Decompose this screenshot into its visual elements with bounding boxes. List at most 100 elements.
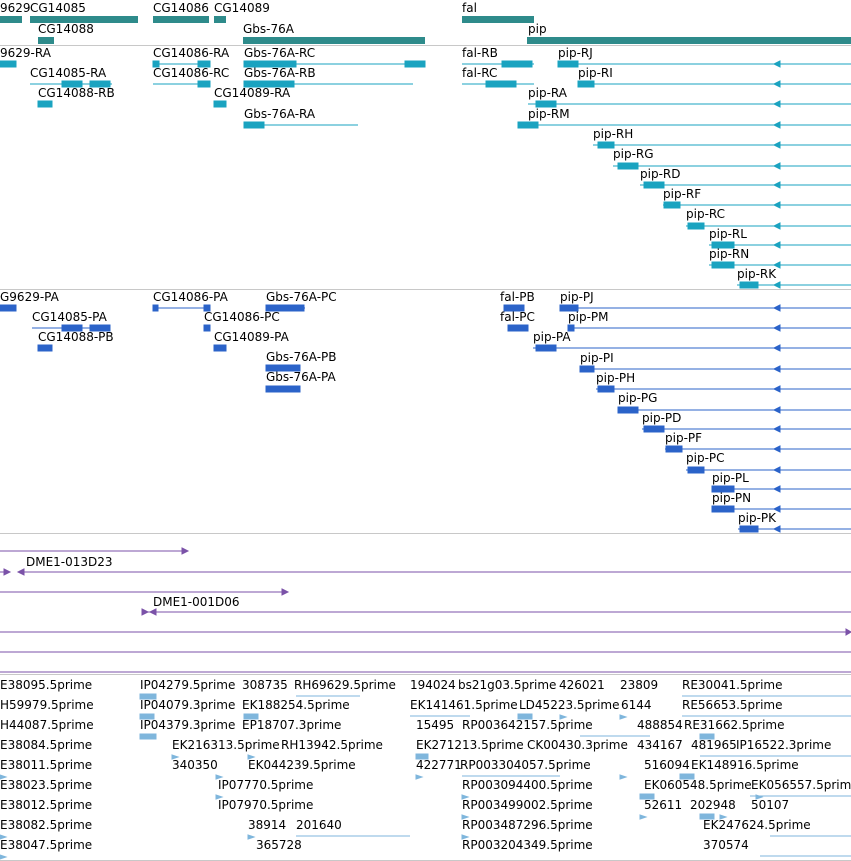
gene-bar[interactable]	[462, 16, 534, 23]
est-label[interactable]: 365728	[256, 838, 302, 852]
est-label[interactable]: RP003094400.5prime	[462, 778, 593, 792]
transcript-label[interactable]: pip-RF	[663, 187, 702, 201]
est-label[interactable]: RP003204349.5prime	[462, 838, 593, 852]
protein-label[interactable]: pip-PM	[568, 310, 609, 324]
est-label[interactable]: LD45223.5prime	[519, 698, 620, 712]
transcript-label[interactable]: CG14086-RA	[153, 46, 230, 60]
protein-label[interactable]: pip-PG	[618, 391, 658, 405]
est-label[interactable]: RE30041.5prime	[682, 678, 783, 692]
protein-label[interactable]: G9629-PA	[0, 290, 59, 304]
protein-label[interactable]: pip-PJ	[560, 290, 594, 304]
est-label[interactable]: EK044239.5prime	[248, 758, 356, 772]
protein-label[interactable]: pip-PI	[580, 351, 614, 365]
protein-label[interactable]: CG14088-PB	[38, 330, 114, 344]
transcript-label[interactable]: pip-RK	[737, 267, 777, 281]
transcript-label[interactable]: CG14089-RA	[214, 86, 291, 100]
protein-label[interactable]: CG14086-PA	[153, 290, 228, 304]
transcript-label[interactable]: CG14086-RC	[153, 66, 230, 80]
est-label[interactable]: 38914	[248, 818, 287, 832]
est-label[interactable]: E38084.5prime	[0, 738, 93, 752]
transcript-label[interactable]: pip-RN	[709, 247, 750, 261]
transcript-label[interactable]: Gbs-76A-RA	[244, 107, 316, 121]
protein-label[interactable]: pip-PH	[596, 371, 636, 385]
est-label[interactable]: E38012.5prime	[0, 798, 93, 812]
protein-label[interactable]: pip-PF	[665, 431, 703, 445]
est-label[interactable]: IP04279.5prime	[140, 678, 236, 692]
est-label[interactable]: IP04379.3prime	[140, 718, 236, 732]
est-label[interactable]: 370574	[703, 838, 749, 852]
gene-bar[interactable]	[30, 16, 138, 23]
transcript-label[interactable]: pip-RG	[613, 147, 654, 161]
transcript-label[interactable]: Gbs-76A-RC	[244, 46, 316, 60]
est-label[interactable]: EK216313.5prime	[172, 738, 280, 752]
est-label[interactable]: EK141461.5prime	[410, 698, 518, 712]
transcript-label[interactable]: pip-RM	[528, 107, 570, 121]
est-label[interactable]: EP18707.3prime	[242, 718, 342, 732]
est-label[interactable]: 340350	[172, 758, 218, 772]
transcript-label[interactable]: pip-RH	[593, 127, 634, 141]
est-label[interactable]: RP003642157.5prime	[462, 718, 593, 732]
protein-label[interactable]: CG14085-PA	[32, 310, 107, 324]
clone-label[interactable]: DME1-001D06	[153, 595, 240, 609]
est-label[interactable]: RH69629.5prime	[294, 678, 396, 692]
transcript-label[interactable]: pip-RI	[578, 66, 613, 80]
gene-label[interactable]: 9629	[0, 1, 31, 15]
protein-label[interactable]: CG14089-PA	[214, 330, 289, 344]
est-label[interactable]: 516094	[644, 758, 690, 772]
est-label[interactable]: 15495	[416, 718, 455, 732]
protein-label[interactable]: pip-PL	[712, 471, 749, 485]
transcript-label[interactable]: 9629-RA	[0, 46, 51, 60]
est-label[interactable]: 481965	[691, 738, 737, 752]
gene-bar[interactable]	[38, 37, 54, 44]
gene-label[interactable]: CG14086	[153, 1, 209, 15]
est-label[interactable]: IP04079.3prime	[140, 698, 236, 712]
est-label[interactable]: 434167	[637, 738, 683, 752]
est-label[interactable]: H44087.5prime	[0, 718, 94, 732]
est-label[interactable]: RP003487296.5prime	[462, 818, 593, 832]
gene-label[interactable]: fal	[462, 1, 477, 15]
est-label[interactable]: E38023.5prime	[0, 778, 93, 792]
est-label[interactable]: IP07770.5prime	[218, 778, 314, 792]
protein-label[interactable]: pip-PD	[642, 411, 682, 425]
transcript-label[interactable]: CG14088-RB	[38, 86, 115, 100]
protein-label[interactable]: Gbs-76A-PA	[266, 370, 336, 384]
gene-label[interactable]: pip	[528, 22, 547, 36]
protein-label[interactable]: fal-PC	[500, 310, 535, 324]
est-label[interactable]: RP003499002.5prime	[462, 798, 593, 812]
est-label[interactable]: 422771	[416, 758, 462, 772]
gene-bar[interactable]	[214, 16, 226, 23]
est-label[interactable]: EK056557.5prime	[751, 778, 851, 792]
est-label[interactable]: RE56653.5prime	[682, 698, 783, 712]
est-label[interactable]: 194024	[410, 678, 456, 692]
gene-label[interactable]: CG14089	[214, 1, 270, 15]
clone-label[interactable]: DME1-013D23	[26, 555, 113, 569]
protein-label[interactable]: pip-PC	[686, 451, 725, 465]
transcript-label[interactable]: pip-RD	[640, 167, 681, 181]
est-label[interactable]: EK148916.5prime	[691, 758, 799, 772]
est-label[interactable]: RP003304057.5prime	[460, 758, 591, 772]
protein-label[interactable]: Gbs-76A-PC	[266, 290, 337, 304]
est-label[interactable]: 308735	[242, 678, 288, 692]
gene-bar[interactable]	[153, 16, 209, 23]
est-label[interactable]: IP16522.3prime	[736, 738, 832, 752]
est-label[interactable]: EK247624.5prime	[703, 818, 811, 832]
est-label[interactable]: IP07970.5prime	[218, 798, 314, 812]
transcript-label[interactable]: pip-RJ	[558, 46, 593, 60]
transcript-label[interactable]: pip-RC	[686, 207, 726, 221]
est-label[interactable]: 50107	[751, 798, 790, 812]
est-label[interactable]: E38082.5prime	[0, 818, 93, 832]
protein-label[interactable]: pip-PN	[712, 491, 752, 505]
est-label[interactable]: RH13942.5prime	[281, 738, 383, 752]
gene-label[interactable]: Gbs-76A	[243, 22, 294, 36]
transcript-label[interactable]: CG14085-RA	[30, 66, 107, 80]
transcript-label[interactable]: fal-RC	[462, 66, 498, 80]
est-label[interactable]: 23809	[620, 678, 659, 692]
est-label[interactable]: 52611	[644, 798, 683, 812]
protein-label[interactable]: pip-PA	[533, 330, 571, 344]
protein-label[interactable]: CG14086-PC	[204, 310, 280, 324]
gene-bar[interactable]	[243, 37, 425, 44]
gene-bar[interactable]	[0, 16, 22, 23]
est-label[interactable]: 488854	[637, 718, 683, 732]
gene-label[interactable]: CG14085	[30, 1, 86, 15]
transcript-label[interactable]: Gbs-76A-RB	[244, 66, 316, 80]
